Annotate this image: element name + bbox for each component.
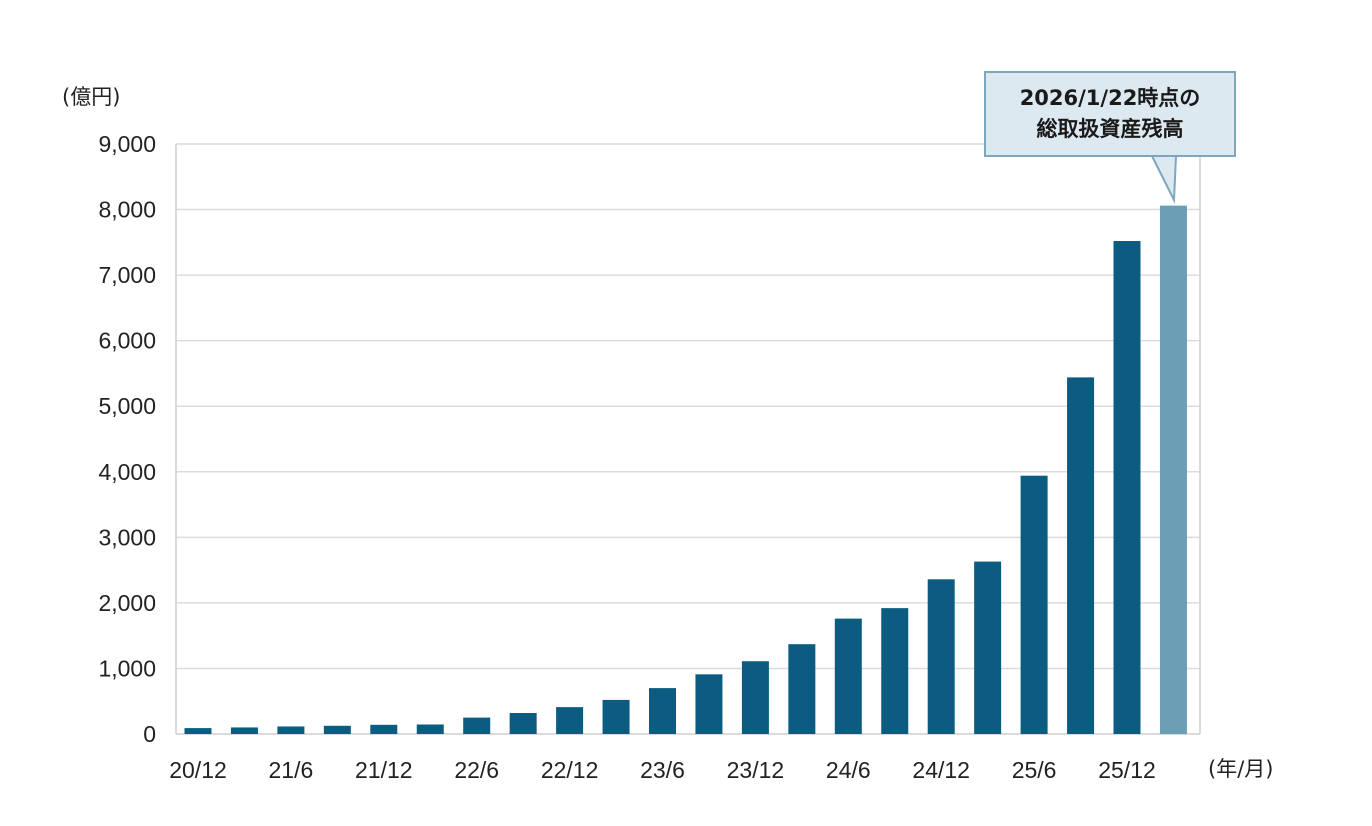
bar-21/12 bbox=[370, 724, 398, 734]
x-tick-label: 21/6 bbox=[269, 757, 314, 783]
y-tick-label: 7,000 bbox=[98, 262, 156, 288]
bar-24/9 bbox=[881, 608, 909, 734]
bars bbox=[184, 205, 1187, 735]
y-tick-label: 9,000 bbox=[98, 131, 156, 157]
x-tick-label: 24/6 bbox=[826, 757, 871, 783]
y-tick-label: 8,000 bbox=[98, 197, 156, 223]
y-tick-label: 5,000 bbox=[98, 393, 156, 419]
x-tick-label: 23/6 bbox=[640, 757, 685, 783]
bar-21/6 bbox=[277, 726, 305, 734]
x-tick-label: 22/12 bbox=[541, 757, 599, 783]
bar-23/3 bbox=[602, 699, 630, 734]
bar-24/3 bbox=[788, 644, 816, 734]
x-tick-label: 24/12 bbox=[912, 757, 970, 783]
bar-22/9 bbox=[509, 713, 537, 734]
bar-21/3 bbox=[230, 727, 258, 734]
x-axis-unit: (年/月) bbox=[1208, 757, 1273, 781]
x-tick-label: 20/12 bbox=[169, 757, 227, 783]
bar-23/6 bbox=[649, 688, 676, 734]
y-tick-label: 6,000 bbox=[98, 328, 156, 354]
bar-25/3 bbox=[974, 561, 1002, 734]
bar-23/12 bbox=[741, 661, 769, 734]
callout-pointer bbox=[1150, 155, 1178, 204]
bar-2026/1/22 bbox=[1159, 205, 1187, 735]
bar-25/12 bbox=[1113, 241, 1141, 734]
bar-25/6 bbox=[1020, 475, 1048, 734]
x-axis-ticks: 20/12 21/6 21/12 22/6 22/12 23/6 23/12 24/6 24/1… bbox=[169, 757, 1156, 783]
bar-23/9 bbox=[695, 674, 723, 734]
bar-20/12 bbox=[184, 728, 212, 734]
bar-22/6 bbox=[463, 717, 491, 734]
annotation-callout: 2026/1/22時点の 総取扱資産残高 bbox=[984, 71, 1236, 157]
x-tick-label: 22/6 bbox=[454, 757, 499, 783]
bar-24/12 bbox=[927, 579, 955, 734]
bar-22/3 bbox=[416, 724, 444, 734]
bar-25/9 bbox=[1067, 377, 1095, 734]
y-tick-label: 3,000 bbox=[98, 524, 156, 550]
annotation-line-2: 総取扱資産残高 bbox=[1036, 117, 1184, 141]
annotation-line-1: 2026/1/22時点の bbox=[1019, 86, 1201, 110]
y-tick-label: 4,000 bbox=[98, 459, 156, 485]
x-tick-label: 21/12 bbox=[355, 757, 413, 783]
y-tick-label: 1,000 bbox=[98, 655, 156, 681]
x-tick-label: 23/12 bbox=[727, 757, 785, 783]
y-tick-label: 0 bbox=[143, 721, 156, 747]
bar-22/12 bbox=[556, 707, 584, 734]
x-tick-label: 25/6 bbox=[1012, 757, 1057, 783]
y-tick-label: 2,000 bbox=[98, 590, 156, 616]
y-axis-ticks: 0 1,000 2,000 3,000 4,000 5,000 6,000 7,000 8,00… bbox=[98, 131, 156, 747]
bar-21/9 bbox=[323, 725, 351, 734]
y-axis-unit: (億円) bbox=[62, 85, 120, 109]
x-tick-label: 25/12 bbox=[1098, 757, 1156, 783]
bar-24/6 bbox=[834, 618, 862, 734]
